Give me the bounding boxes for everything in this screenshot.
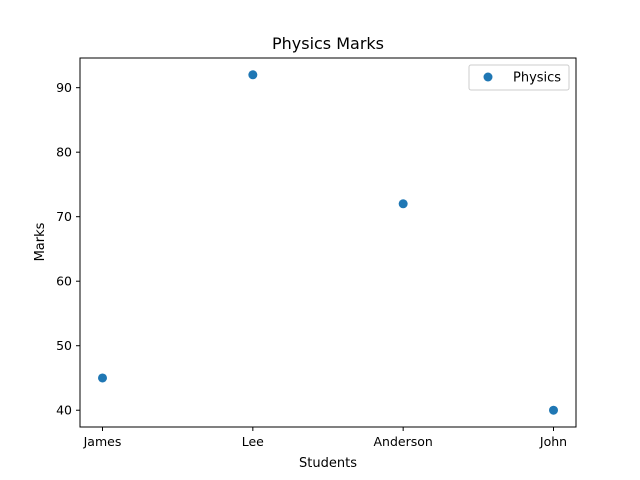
chart-title: Physics Marks: [272, 34, 384, 53]
x-axis-label: Students: [299, 456, 357, 471]
x-tick-label: John: [539, 434, 567, 449]
y-axis-label: Marks: [33, 222, 48, 261]
data-point: [248, 70, 258, 80]
y-tick-label: 80: [56, 145, 72, 160]
x-tick-label: Lee: [242, 434, 264, 449]
y-tick-label: 50: [56, 338, 72, 353]
plot-area: James Lee Anderson John 40 50 60 70 80 90: [56, 70, 567, 449]
axes-frame: [79, 57, 577, 428]
y-tick-label: 70: [56, 209, 72, 224]
y-tick-label: 40: [56, 403, 72, 418]
data-point: [398, 199, 408, 209]
legend-marker: [483, 72, 493, 82]
data-point: [549, 405, 558, 415]
legend-box: [468, 64, 570, 91]
data-point: [98, 373, 107, 383]
x-tick-label: Anderson: [374, 434, 433, 449]
legend-label: Physics: [513, 71, 561, 86]
x-tick-label: James: [83, 434, 122, 449]
legend: Physics: [468, 64, 570, 91]
y-tick-label: 60: [56, 274, 72, 289]
y-tick-label: 90: [56, 80, 72, 95]
